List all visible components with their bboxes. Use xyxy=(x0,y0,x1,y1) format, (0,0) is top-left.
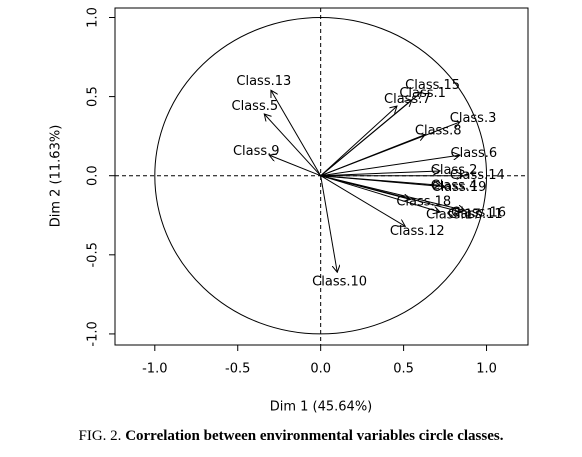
y-tick-label: 0.5 xyxy=(86,86,101,107)
vector-label: Class.17 xyxy=(426,208,481,223)
y-axis-title: Dim 2 (11.63%) xyxy=(49,125,64,228)
x-axis-title: Dim 1 (45.64%) xyxy=(270,400,373,415)
vector-label: Class.14 xyxy=(450,168,505,183)
vector-label: Class.1 xyxy=(399,86,446,101)
plot-frame xyxy=(114,7,529,346)
vector-label: Class.12 xyxy=(390,224,445,239)
caption: FIG. 2. Correlation between environmenta… xyxy=(79,428,504,444)
vector-label: Class.3 xyxy=(450,111,497,126)
caption-text: Correlation between environmental variab… xyxy=(125,428,504,444)
x-tick-label: 0.5 xyxy=(393,362,414,377)
x-tick-label: 1.0 xyxy=(476,362,497,377)
x-tick-label: -1.0 xyxy=(142,362,167,377)
caption-label: FIG. 2. xyxy=(79,428,122,444)
vector-label: Class.6 xyxy=(451,146,498,161)
vector-label: Class.2 xyxy=(431,163,478,178)
y-tick-label: -1.0 xyxy=(86,321,101,346)
vector-label: Class.13 xyxy=(236,74,291,89)
y-tick-label: 0.0 xyxy=(86,165,101,186)
y-tick-label: -0.5 xyxy=(86,242,101,267)
arrow xyxy=(320,175,462,212)
vector-label: Class.19 xyxy=(432,180,487,195)
vector-label: Class.5 xyxy=(232,99,279,114)
arrow xyxy=(320,135,425,177)
arrow xyxy=(320,175,445,187)
x-tick-label: -0.5 xyxy=(225,362,250,377)
arrow xyxy=(264,114,322,177)
arrow xyxy=(320,155,460,177)
arrow xyxy=(269,155,321,177)
arrow xyxy=(320,92,422,177)
arrow xyxy=(320,175,440,212)
vector-label: Class.9 xyxy=(233,144,280,159)
arrow xyxy=(320,106,397,177)
unit-circle xyxy=(154,16,488,335)
arrow xyxy=(320,175,406,227)
arrow xyxy=(320,171,440,177)
vector-label: Class.8 xyxy=(415,123,462,138)
vector-label: Class.16 xyxy=(451,205,506,220)
vector-label: Class.10 xyxy=(312,275,367,290)
y-tick-label: 1.0 xyxy=(86,7,101,28)
arrow xyxy=(271,90,322,176)
vector-label: Class.11 xyxy=(448,207,503,222)
x-tick-label: 0.0 xyxy=(310,362,331,377)
arrow xyxy=(320,175,338,273)
vector-label: Class.15 xyxy=(405,78,460,93)
